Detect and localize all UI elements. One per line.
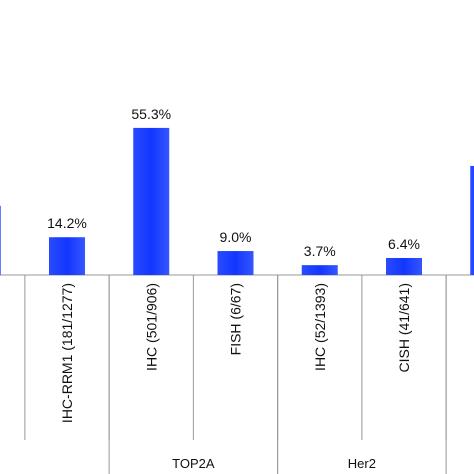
bar (133, 127, 170, 275)
group-label: Her2 (348, 456, 376, 471)
value-label: 55.3% (131, 106, 171, 122)
value-label: 3.7% (304, 243, 336, 259)
bar (0, 205, 1, 275)
value-label: 6.4% (388, 236, 420, 252)
bar (301, 265, 338, 275)
bar (49, 237, 85, 275)
group-label: TOP2A (172, 456, 215, 471)
value-label: 14.2% (47, 215, 87, 231)
bar (470, 165, 474, 275)
bar (386, 257, 422, 275)
x-tick-label: FISH (6/67) (228, 283, 244, 355)
x-tick-label: IHC (501/906) (143, 283, 159, 371)
x-tick-label: CISH (41/641) (396, 283, 412, 372)
bar (217, 251, 254, 275)
value-label: 9.0% (220, 229, 252, 245)
x-tick-label: IHC-RRM1 (181/1277) (59, 283, 75, 423)
x-tick-label: IHC (52/1393) (312, 283, 328, 371)
